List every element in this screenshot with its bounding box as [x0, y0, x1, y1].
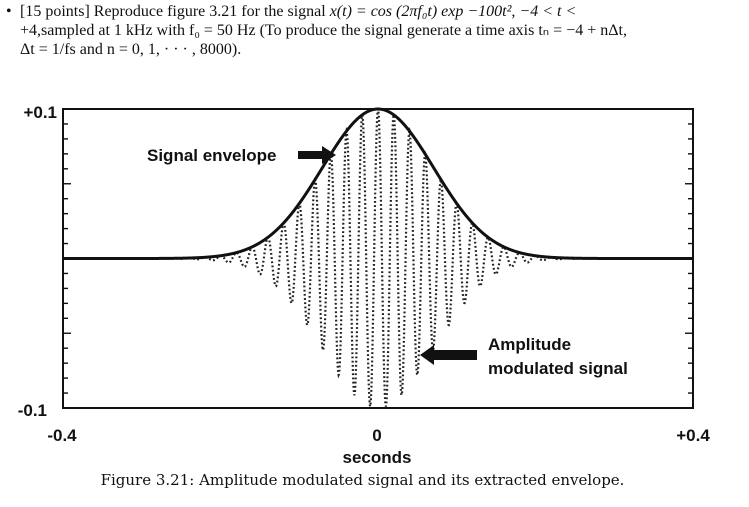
x-tick-left: -0.4 — [47, 426, 77, 445]
problem-line-1b: x(t) = cos (2πf₀t) exp −100t², −4 < t < — [329, 3, 577, 20]
problem-line-3: Δt = 1/fs and n = 0, 1, · · · , 8000). — [20, 41, 242, 58]
envelope-arrow-icon — [298, 146, 336, 164]
y-tick-top: +0.1 — [23, 103, 57, 122]
bullet: • — [6, 3, 12, 20]
signal-arrow-icon — [420, 345, 477, 365]
envelope-line — [63, 107, 693, 260]
problem-line-1a: [15 points] Reproduce figure 3.21 for th… — [20, 3, 330, 20]
problem-statement: • [15 points] Reproduce figure 3.21 for … — [6, 2, 744, 59]
figure-caption: Figure 3.21: Amplitude modulated signal … — [100, 471, 625, 489]
signal-annotation-line2: modulated signal — [488, 359, 628, 378]
x-tick-right: +0.4 — [676, 426, 710, 445]
problem-line-2: +4,sampled at 1 kHz with f₀ = 50 Hz (To … — [20, 22, 627, 39]
envelope-annotation: Signal envelope — [147, 146, 276, 165]
x-tick-center: 0 — [372, 426, 381, 445]
signal-annotation-line1: Amplitude — [488, 335, 571, 354]
y-tick-bottom: -0.1 — [18, 401, 47, 420]
axis-ticks — [63, 123, 693, 394]
x-axis-label: seconds — [343, 448, 412, 467]
